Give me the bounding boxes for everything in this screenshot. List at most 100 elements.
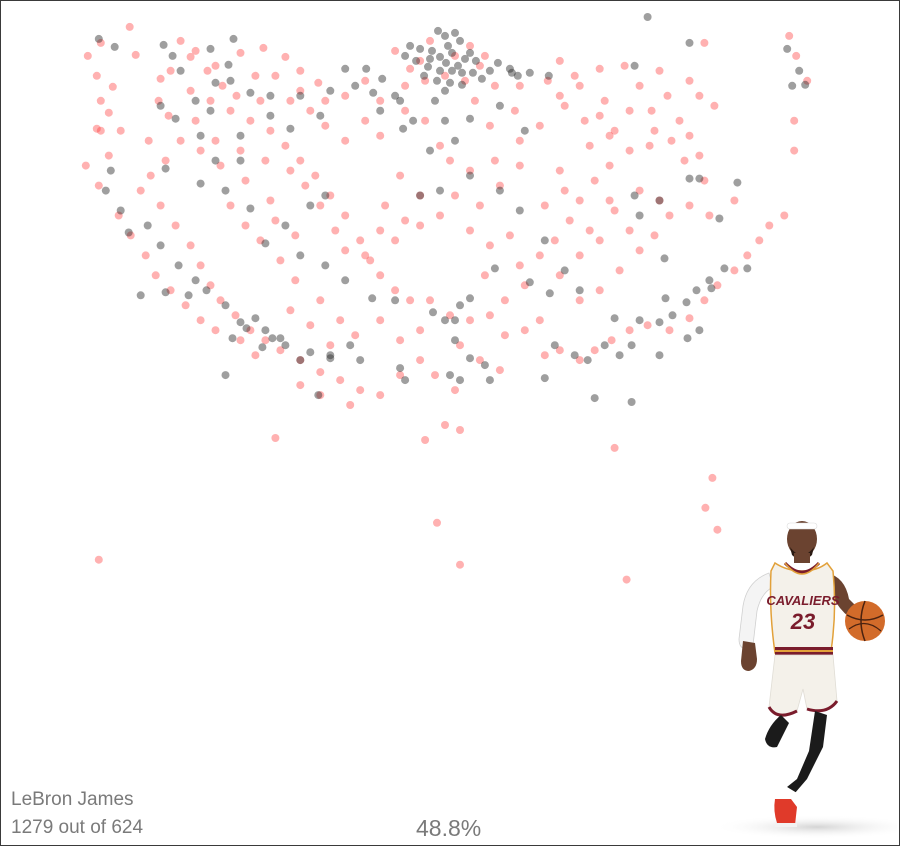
made-shot-point [246, 88, 255, 97]
missed-shot-point [176, 136, 185, 145]
made-shot-point [685, 174, 694, 183]
missed-shot-point [351, 331, 360, 340]
made-shot-point [795, 66, 804, 75]
made-shot-point [485, 66, 494, 75]
made-shot-point [570, 351, 579, 360]
made-shot-point [426, 54, 434, 63]
missed-shot-point [146, 171, 155, 180]
missed-shot-point [96, 126, 105, 135]
missed-shot-point [780, 211, 789, 220]
made-shot-point [316, 111, 325, 120]
made-shot-point [448, 48, 456, 57]
missed-shot-point [426, 296, 434, 305]
made-shot-point [655, 318, 664, 327]
missed-shot-point [540, 201, 549, 210]
made-shot-point [106, 166, 115, 175]
missed-shot-point [156, 74, 165, 83]
made-shot-point [420, 71, 429, 80]
missed-shot-point [475, 356, 484, 365]
missed-shot-point [261, 336, 270, 345]
made-shot-point [525, 278, 534, 287]
missed-shot-point [595, 64, 604, 73]
missed-shot-point [570, 71, 579, 80]
made-shot-point [406, 41, 415, 50]
made-shot-point [446, 371, 454, 380]
made-shots-series [94, 13, 810, 406]
made-shot-point [441, 316, 449, 325]
missed-shot-point [663, 91, 672, 100]
made-shot-point [431, 96, 439, 105]
missed-shot-point [510, 106, 519, 115]
missed-shot-point [710, 101, 719, 110]
missed-shot-point [555, 56, 564, 65]
made-shot-point [314, 391, 323, 400]
missed-shot-point [625, 106, 634, 115]
missed-shot-point [236, 146, 245, 155]
missed-shot-point [730, 266, 739, 275]
missed-shot-point [92, 71, 101, 80]
missed-shot-point [256, 96, 265, 105]
made-shot-point [156, 101, 165, 110]
missed-shot-point [166, 286, 175, 295]
missed-shot-point [585, 141, 594, 150]
missed-shot-point [94, 181, 103, 190]
missed-shot-point [376, 391, 385, 400]
made-shot-point [550, 341, 559, 350]
made-shot-point [446, 78, 454, 87]
missed-shot-point [575, 251, 584, 260]
missed-shot-point [461, 76, 469, 85]
missed-shot-point [296, 66, 305, 75]
missed-shot-point [381, 201, 390, 210]
missed-shot-point [396, 336, 405, 345]
made-shot-point [94, 34, 103, 43]
made-shot-point [391, 91, 400, 100]
missed-shot-point [116, 126, 125, 135]
missed-shot-point [708, 473, 717, 482]
made-shot-point [159, 40, 168, 49]
missed-shot-point [615, 266, 624, 275]
missed-shot-point [336, 316, 345, 325]
missed-shot-point [575, 296, 584, 305]
made-shot-point [466, 294, 474, 303]
made-shot-point [236, 156, 245, 165]
missed-shot-point [291, 276, 300, 285]
missed-shot-point [515, 81, 524, 90]
missed-shot-point [226, 106, 235, 115]
missed-shot-point [171, 221, 180, 230]
made-shot-point [682, 298, 691, 307]
made-shot-point [228, 334, 237, 343]
missed-shot-point [635, 186, 644, 195]
missed-shot-point [743, 251, 752, 260]
made-shot-point [424, 62, 432, 71]
missed-shot-point [276, 256, 285, 265]
made-shot-point [600, 341, 609, 350]
made-shot-point [401, 51, 410, 60]
missed-shot-point [595, 236, 604, 245]
missed-shot-point [246, 116, 255, 125]
missed-shot-point [495, 181, 504, 190]
made-shot-point [630, 61, 639, 70]
missed-shot-point [485, 121, 494, 130]
made-shot-point [715, 214, 724, 223]
missed-shot-point [286, 96, 295, 105]
made-shot-point [221, 186, 230, 195]
missed-shot-point [94, 555, 103, 564]
missed-shot-point [426, 36, 434, 45]
made-shot-point [560, 266, 569, 275]
made-shot-point [168, 51, 177, 60]
missed-shot-point [555, 166, 564, 175]
made-shot-point [513, 71, 522, 80]
missed-shot-point [667, 136, 676, 145]
missed-shot-point [154, 96, 163, 105]
missed-shot-point [685, 131, 694, 140]
made-shot-point [456, 376, 464, 385]
missed-shot-point [431, 371, 439, 380]
made-shot-point [590, 394, 599, 403]
missed-shot-point [701, 503, 710, 512]
missed-shot-point [346, 401, 355, 409]
made-shot-point [451, 28, 459, 37]
missed-shot-point [271, 434, 280, 442]
missed-shot-point [203, 66, 212, 75]
missed-shot-point [730, 196, 739, 205]
